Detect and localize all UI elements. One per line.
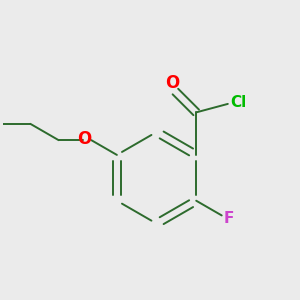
Text: Cl: Cl [230,95,246,110]
Text: O: O [77,130,91,148]
Text: O: O [165,74,179,92]
Text: F: F [224,211,234,226]
